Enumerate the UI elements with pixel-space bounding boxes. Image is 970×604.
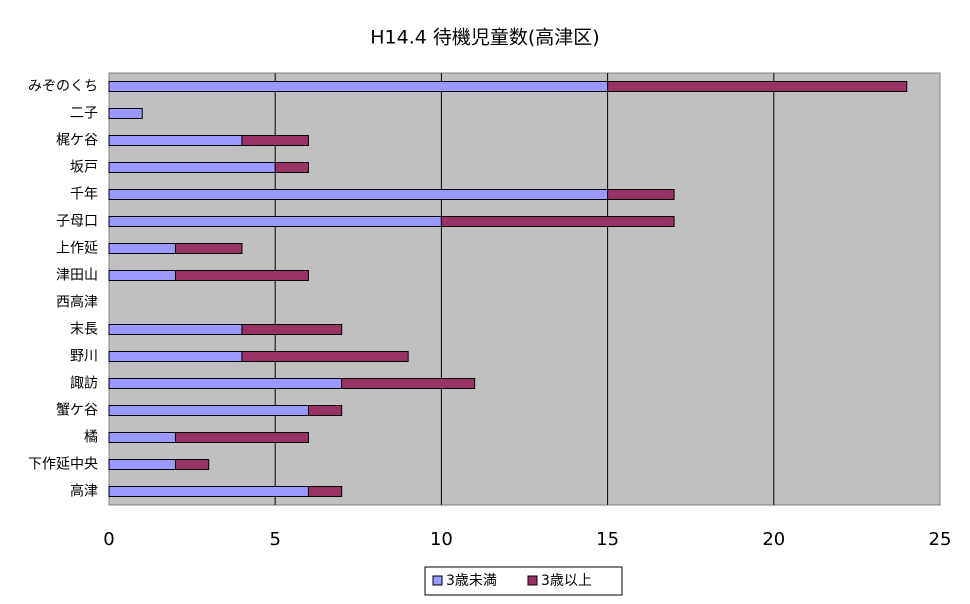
x-tick-label: 10 (430, 529, 453, 550)
bar (108, 378, 343, 389)
bar (241, 135, 309, 146)
bar (440, 216, 675, 227)
y-tick-label: 西高津 (56, 294, 98, 311)
bar (108, 216, 442, 227)
legend-swatch (527, 575, 538, 586)
bar (241, 324, 343, 335)
y-tick-label: 諏訪 (70, 376, 98, 392)
x-tick-label: 5 (269, 529, 280, 550)
bar (108, 432, 176, 443)
bar (108, 135, 243, 146)
bar (108, 459, 176, 470)
bar (108, 108, 143, 119)
bar (607, 81, 908, 92)
y-tick-label: 野川 (70, 349, 98, 365)
x-tick-label: 0 (103, 529, 114, 550)
bar (341, 378, 476, 389)
bar (108, 189, 609, 200)
y-tick-label: 二子 (70, 106, 98, 122)
y-tick-label: みぞのくち (28, 79, 98, 95)
bar (108, 324, 243, 335)
bar (274, 162, 309, 173)
y-tick-label: 坂戸 (70, 160, 98, 176)
legend-label: 3歳以上 (541, 573, 592, 589)
bar (174, 243, 243, 254)
bar (108, 243, 176, 254)
x-tick-label: 20 (762, 529, 785, 550)
chart-title: H14.4 待機児童数(高津区) (370, 27, 599, 49)
y-tick-label: 梶ケ谷 (56, 133, 98, 149)
bar (108, 81, 609, 92)
bar (174, 459, 210, 470)
y-tick-label: 橘 (84, 430, 98, 446)
bar (607, 189, 675, 200)
bar (108, 486, 309, 497)
bar (307, 486, 343, 497)
bar (108, 351, 243, 362)
y-tick-label: 千年 (70, 187, 98, 203)
y-tick-label: 子母口 (56, 214, 98, 230)
x-tick-label: 25 (929, 529, 952, 550)
legend (424, 566, 623, 596)
y-tick-label: 上作延 (56, 241, 98, 257)
bar (108, 405, 309, 416)
bar (307, 405, 343, 416)
legend-swatch (432, 575, 443, 586)
y-tick-label: 下作延中央 (28, 457, 98, 473)
y-tick-label: 蟹ケ谷 (56, 403, 98, 419)
y-tick-label: 高津 (70, 483, 98, 500)
legend-label: 3歳未満 (446, 573, 497, 589)
bar (108, 162, 276, 173)
bar (174, 432, 309, 443)
bar (108, 270, 176, 281)
y-tick-label: 末長 (70, 322, 98, 338)
y-tick-label: 津田山 (56, 268, 98, 284)
bar (174, 270, 309, 281)
x-tick-label: 15 (596, 529, 619, 550)
bar (241, 351, 409, 362)
